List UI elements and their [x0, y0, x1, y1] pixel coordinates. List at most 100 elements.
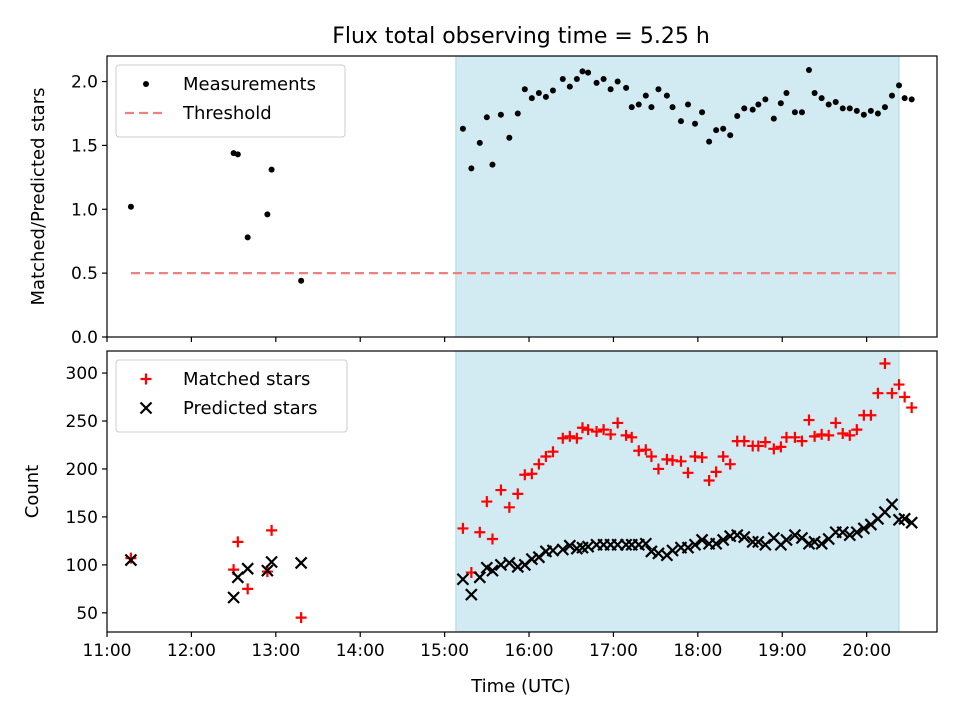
- measurement-point: [867, 107, 874, 114]
- matched-star-point: [823, 429, 835, 441]
- predicted-star-point: [737, 530, 751, 544]
- measurement-point: [755, 101, 762, 108]
- predicted-star-point: [788, 528, 802, 542]
- y-tick-label: 1.5: [71, 136, 98, 156]
- measurement-point: [593, 79, 600, 86]
- y-tick-label: 300: [66, 364, 98, 384]
- measurement-point: [298, 277, 305, 284]
- predicted-star-point: [265, 555, 278, 569]
- predicted-star-point: [556, 543, 570, 556]
- matched-star-point: [495, 484, 507, 496]
- matched-star-point: [809, 430, 821, 442]
- matched-star-point: [865, 409, 877, 421]
- measurement-point: [483, 114, 490, 121]
- y-axis-label: Count: [22, 465, 43, 518]
- measurement-point: [579, 68, 586, 75]
- matched-star-point: [626, 431, 638, 443]
- matched-star-point: [682, 467, 694, 479]
- y-tick-label: 50: [76, 604, 98, 624]
- matched-star-point: [893, 379, 905, 391]
- measurement-point: [506, 134, 513, 141]
- matched-star-point: [851, 424, 863, 436]
- y-tick-label: 2.0: [71, 73, 98, 93]
- matched-star-point: [837, 427, 849, 439]
- matched-star-point: [526, 468, 538, 480]
- matched-star-point: [557, 432, 569, 444]
- ratio-panel: 0.0 0.5 1.0 1.5 2.0 Matched/Predicted stars Me…: [28, 55, 938, 348]
- predicted-star-point: [486, 564, 499, 577]
- measurement-point: [692, 120, 699, 127]
- measurement-point: [832, 98, 839, 105]
- predicted-star-point: [815, 537, 828, 551]
- predicted-star-point: [503, 556, 516, 570]
- y-tick-label: 0.5: [71, 264, 98, 284]
- matched-star-point: [242, 583, 254, 595]
- matched-star-point: [512, 488, 524, 500]
- legend-marker-plus: [140, 373, 152, 385]
- predicted-star-point: [511, 560, 525, 574]
- measurement-point: [749, 106, 756, 113]
- measurement-point: [497, 111, 504, 118]
- predicted-star-point: [759, 538, 772, 552]
- predicted-star-point: [261, 564, 274, 577]
- measurement-point: [459, 125, 466, 132]
- predicted-star-point: [619, 538, 633, 552]
- measurement-point: [268, 166, 275, 173]
- matched-star-point: [830, 417, 842, 429]
- figure-title: Flux total observing time = 5.25 h: [332, 24, 710, 49]
- measurement-point: [521, 86, 528, 93]
- matched-star-point: [481, 496, 493, 508]
- measurement-point: [614, 78, 621, 85]
- measurement-point: [244, 234, 251, 241]
- measurement-point: [741, 105, 748, 112]
- predicted-star-point: [241, 562, 254, 575]
- predicted-star-point: [730, 528, 744, 542]
- measurement-point: [770, 115, 777, 122]
- measurement-point: [648, 104, 655, 111]
- matched-star-point: [710, 466, 722, 478]
- measurement-point: [573, 75, 580, 82]
- predicted-star-point: [898, 512, 911, 526]
- measurement-point: [846, 105, 853, 112]
- y-tick-label: 100: [66, 556, 98, 576]
- matched-star-point: [768, 443, 780, 455]
- measurement-point: [585, 69, 592, 76]
- legend-label: Threshold: [182, 103, 272, 124]
- measurement-point: [896, 82, 903, 89]
- matched-star-point: [125, 552, 137, 564]
- measurement-point: [901, 95, 908, 102]
- measurement-point: [528, 95, 535, 102]
- matched-star-point: [738, 435, 750, 447]
- measurement-point: [549, 87, 556, 94]
- measurement-point: [713, 127, 720, 134]
- x-tick-label: 12:00: [167, 641, 216, 661]
- measurement-point: [542, 93, 549, 100]
- y-tick-label: 150: [66, 508, 98, 528]
- x-tick-label: 14:00: [336, 641, 385, 661]
- matched-star-point: [759, 436, 771, 448]
- predicted-star-point: [850, 525, 864, 539]
- measurement-point: [623, 84, 630, 91]
- legend: Matched stars Predicted stars: [115, 359, 348, 433]
- predicted-star-point: [456, 572, 470, 586]
- predicted-star-point: [563, 539, 577, 552]
- predicted-star-point: [905, 516, 918, 529]
- matched-star-point: [640, 444, 652, 456]
- matched-star-point: [899, 391, 911, 403]
- predicted-star-point: [857, 522, 871, 535]
- x-tick-label: 16:00: [505, 641, 554, 661]
- predicted-star-point: [780, 533, 793, 547]
- matched-star-point: [503, 501, 515, 513]
- predicted-star-point: [124, 553, 138, 567]
- predicted-star-point: [885, 498, 899, 511]
- measurement-point: [264, 211, 271, 218]
- measurement-point: [607, 86, 614, 93]
- measurement-point: [514, 110, 521, 117]
- measurement-point: [642, 92, 649, 99]
- legend-box: [115, 359, 348, 433]
- matched-star-point: [605, 428, 617, 440]
- predicted-star-point: [227, 591, 240, 604]
- series-predicted-stars: [124, 498, 918, 604]
- measurement-point: [839, 105, 846, 112]
